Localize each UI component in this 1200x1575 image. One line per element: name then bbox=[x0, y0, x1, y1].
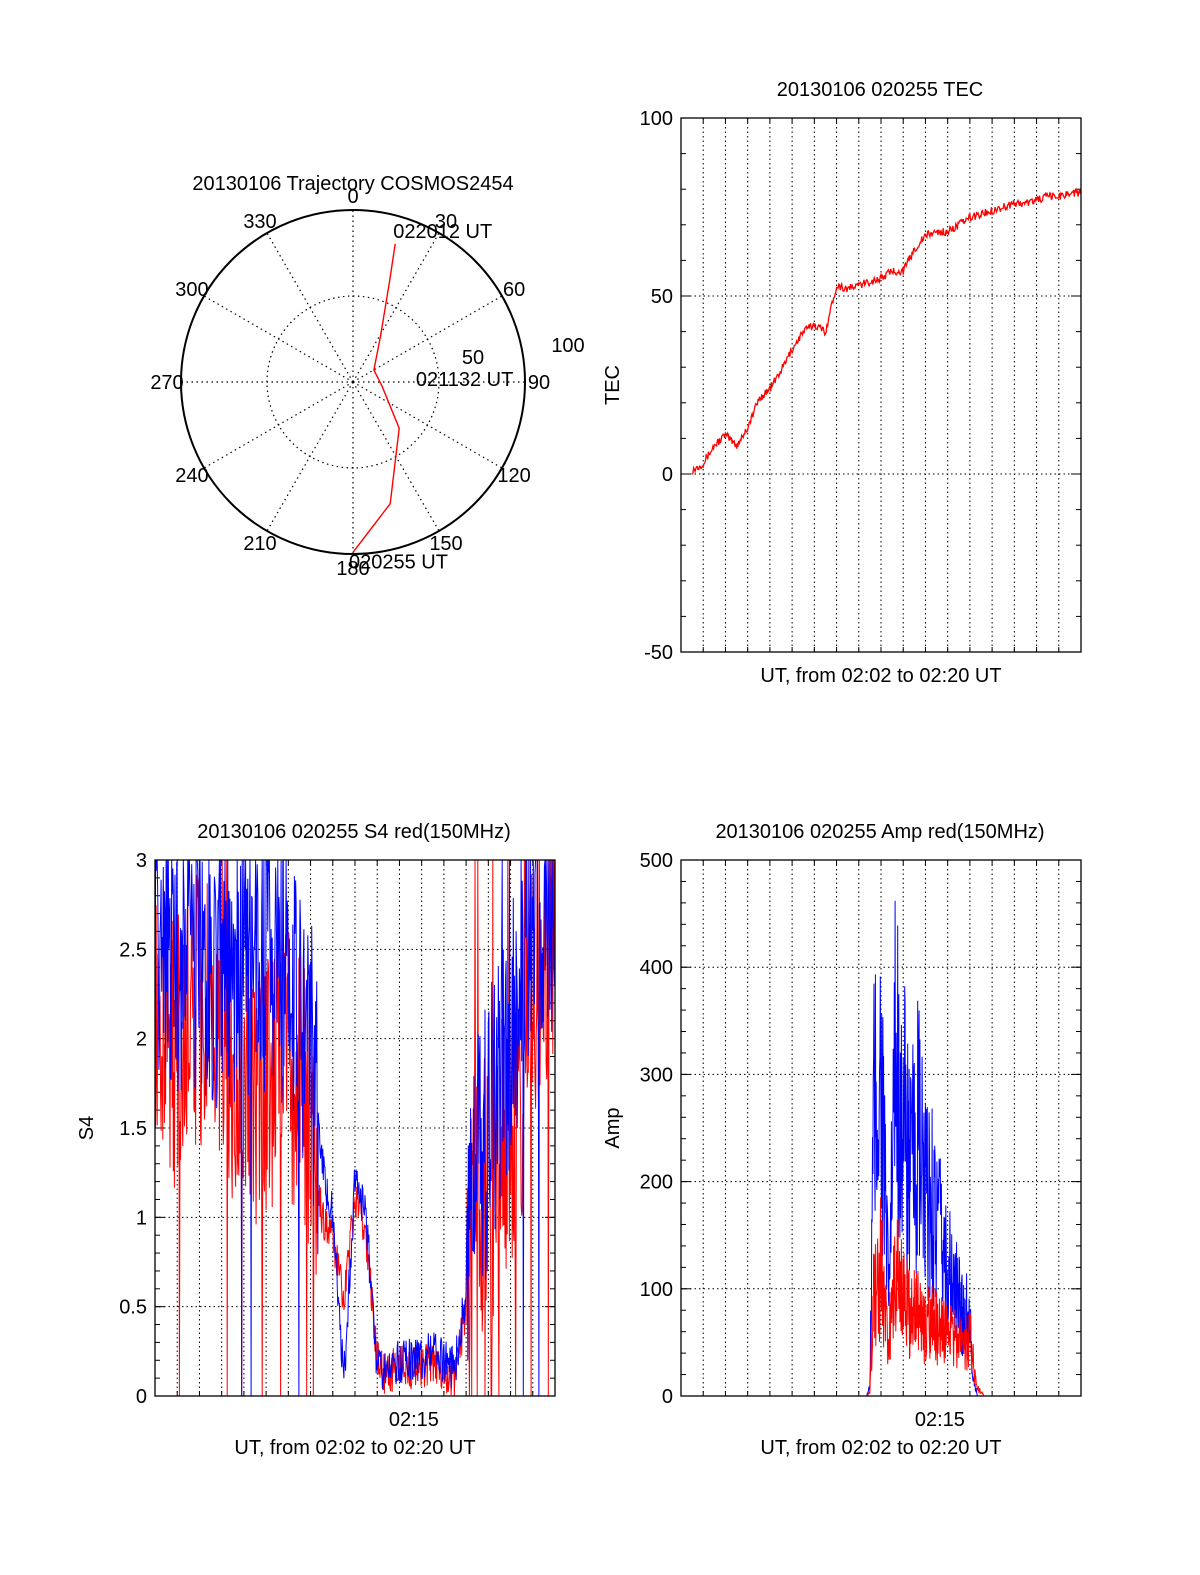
polar-angle-label: 210 bbox=[243, 533, 276, 555]
y-tick-label: 3 bbox=[136, 850, 147, 872]
x-tick-label: 02:15 bbox=[389, 1409, 439, 1431]
chart-title: 20130106 020255 Amp red(150MHz) bbox=[715, 821, 1044, 843]
x-axis-label: UT, from 02:02 to 02:20 UT bbox=[760, 1437, 1001, 1459]
y-axis-label: TEC bbox=[602, 365, 624, 405]
polar-spoke bbox=[352, 295, 503, 383]
y-tick-label: 500 bbox=[640, 850, 673, 872]
y-tick-label: 2 bbox=[136, 1029, 147, 1051]
polar-spoke bbox=[266, 232, 354, 383]
polar-angle-label: 30 bbox=[435, 211, 457, 233]
polar-angle-label: 90 bbox=[528, 372, 550, 394]
tec-series-line bbox=[691, 187, 1082, 475]
polar-spoke bbox=[266, 381, 354, 532]
y-tick-label: 0 bbox=[136, 1386, 147, 1408]
polar-outer-circle bbox=[180, 209, 526, 555]
y-tick-label: 100 bbox=[640, 1279, 673, 1301]
polar-trajectory bbox=[352, 243, 400, 553]
y-tick-label: 100 bbox=[640, 108, 673, 130]
plot-frame bbox=[154, 859, 556, 1397]
x-axis-label: UT, from 02:02 to 02:20 UT bbox=[234, 1437, 475, 1459]
y-tick-label: 400 bbox=[640, 957, 673, 979]
chart-title: 20130106 020255 TEC bbox=[777, 79, 983, 101]
y-tick-label: 0 bbox=[662, 464, 673, 486]
y-tick-label: 2.5 bbox=[119, 939, 147, 961]
chart-title: 20130106 020255 S4 red(150MHz) bbox=[197, 821, 511, 843]
polar-spoke bbox=[352, 381, 503, 469]
s4-chart: 0 0.5 1 1.5 2 2.5 3 02:15 20130106 020255 S4 red… bbox=[76, 821, 556, 1459]
y-tick-label: 300 bbox=[640, 1064, 673, 1086]
polar-angle-label: 0 bbox=[347, 186, 358, 208]
y-tick-label: 1 bbox=[136, 1207, 147, 1229]
y-tick-label: 1.5 bbox=[119, 1118, 147, 1140]
plot-frame bbox=[680, 859, 1082, 1397]
y-axis-label: S4 bbox=[76, 1116, 98, 1140]
tec-chart: -50 0 50 100 20130106 020255 TEC UT, from 02:… bbox=[602, 79, 1082, 687]
polar-spoke bbox=[203, 295, 354, 383]
amp-series-blue bbox=[681, 900, 1081, 1397]
polar-angle-label: 60 bbox=[503, 279, 525, 301]
polar-spoke bbox=[203, 381, 354, 469]
y-axis-label: Amp bbox=[602, 1107, 624, 1148]
polar-angle-label: 300 bbox=[175, 279, 208, 301]
polar-title: 20130106 Trajectory COSMOS2454 bbox=[192, 173, 513, 195]
x-tick-label: 02:15 bbox=[915, 1409, 965, 1431]
polar-angle-label: 120 bbox=[497, 465, 530, 487]
polar-spoke bbox=[352, 232, 440, 383]
plot-frame bbox=[680, 117, 1082, 653]
annotation-mid-time: 021132 UT bbox=[416, 369, 513, 391]
y-tick-label: -50 bbox=[644, 642, 673, 664]
y-tick-label: 0.5 bbox=[119, 1297, 147, 1319]
amp-chart: 0 100 200 300 400 500 02:15 20130106 020255 Amp… bbox=[602, 821, 1082, 1459]
amp-series-red bbox=[681, 1197, 1081, 1397]
x-axis-label: UT, from 02:02 to 02:20 UT bbox=[760, 665, 1001, 687]
y-tick-label: 200 bbox=[640, 1172, 673, 1194]
polar-angle-label: 270 bbox=[150, 372, 183, 394]
polar-angle-label: 180 bbox=[336, 558, 369, 580]
y-tick-label: 0 bbox=[662, 1386, 673, 1408]
polar-angle-label: 150 bbox=[429, 533, 462, 555]
polar-angle-label: 330 bbox=[243, 211, 276, 233]
annotation-end-time: 022012 UT bbox=[393, 221, 492, 243]
polar-angle-label: 240 bbox=[175, 465, 208, 487]
annotation-start-time: 020255 UT bbox=[349, 551, 448, 573]
polar-radial-label: 50 bbox=[462, 347, 484, 369]
y-tick-label: 50 bbox=[651, 286, 673, 308]
polar-radial-label: 100 bbox=[551, 335, 584, 357]
s4-series-blue bbox=[154, 859, 556, 1397]
